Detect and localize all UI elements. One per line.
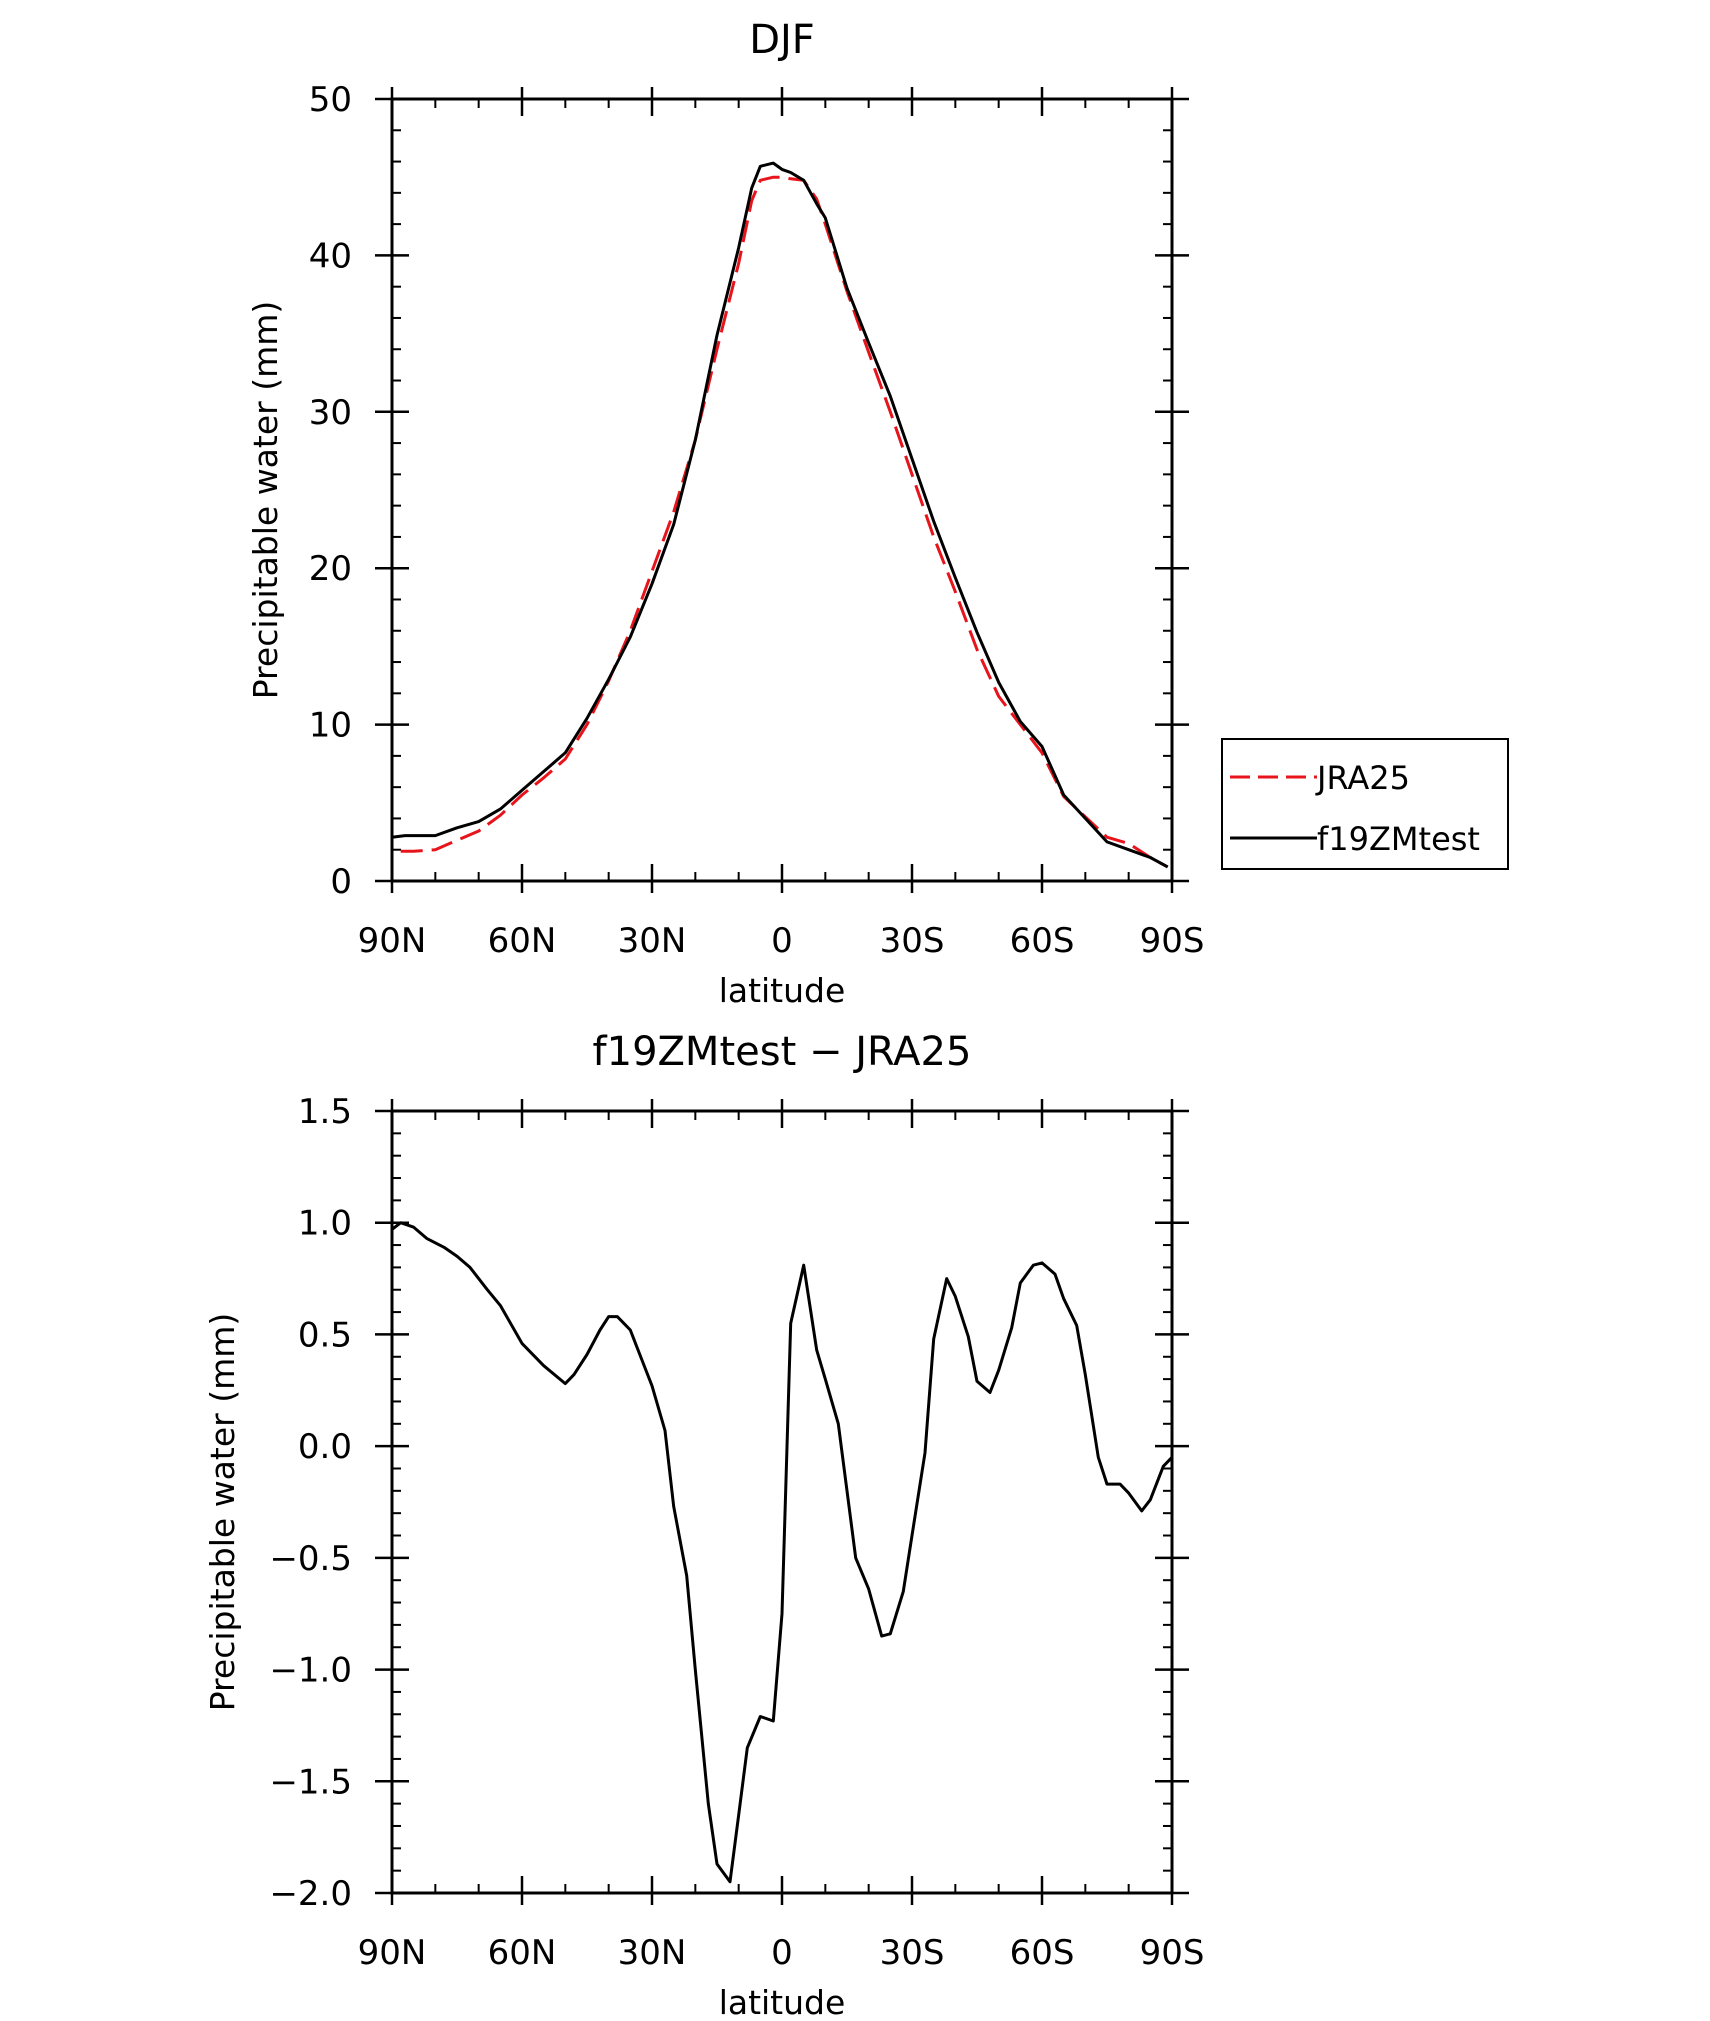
plot-frame — [390, 1109, 1174, 1895]
chart-title: DJF — [749, 17, 815, 63]
x-tick-label: 60N — [488, 1933, 557, 1973]
y-tick-label: 30 — [309, 393, 352, 433]
x-tick-label: 30S — [880, 921, 945, 961]
x-tick-label: 90S — [1140, 921, 1205, 961]
y-tick-label: −1.5 — [269, 1762, 352, 1802]
x-tick-label: 60N — [488, 921, 557, 961]
y-tick-label: 1.0 — [298, 1204, 352, 1244]
y-tick-label: −1.0 — [269, 1651, 352, 1691]
legend-box — [1221, 738, 1509, 870]
plot-frame — [390, 97, 1174, 883]
x-tick-label: 30N — [618, 1933, 687, 1973]
legend: JRA25 f19ZMtest — [1221, 738, 1509, 870]
x-tick-label: 90N — [358, 921, 427, 961]
x-tick-label: 30N — [618, 921, 687, 961]
y-tick-label: 10 — [309, 706, 352, 746]
y-tick-label: 0.0 — [298, 1427, 352, 1467]
y-tick-label: −0.5 — [269, 1539, 352, 1579]
x-tick-label: 90S — [1140, 1933, 1205, 1973]
legend-label: f19ZMtest — [1317, 820, 1480, 858]
series-line-difference — [391, 1221, 1174, 1884]
x-tick-label: 30S — [880, 1933, 945, 1973]
y-axis-label: Precipitable water (mm) — [203, 1313, 242, 1712]
x-tick-label: 90N — [358, 1933, 427, 1973]
y-tick-label: 0 — [330, 862, 352, 902]
series-line-f19zmtest — [391, 161, 1169, 869]
y-tick-label: 20 — [309, 549, 352, 589]
x-tick-label: 0 — [771, 1933, 793, 1973]
y-axis-label: Precipitable water (mm) — [246, 301, 285, 700]
x-tick-label: 60S — [1010, 921, 1075, 961]
x-tick-label: 0 — [771, 921, 793, 961]
chart-title: f19ZMtest − JRA25 — [593, 1029, 972, 1075]
x-tick-label: 60S — [1010, 1933, 1075, 1973]
y-tick-label: 50 — [309, 80, 352, 120]
y-tick-label: 1.5 — [298, 1092, 352, 1132]
chart-2: f19ZMtest − JRA25 90N 60N 30N 0 30S 60S 90S 1.5 1… — [203, 1029, 1204, 2021]
y-tick-label: 40 — [309, 236, 352, 276]
legend-label: JRA25 — [1315, 759, 1410, 797]
x-axis-label: latitude — [719, 971, 846, 1010]
chart-1: DJF 90N 60N 30N 0 30S 60S 90S 0 10 20 30 40 50 latitud… — [246, 17, 1509, 1010]
series-line-jra25 — [400, 175, 1169, 869]
x-axis-label: latitude — [719, 1983, 846, 2021]
y-tick-label: −2.0 — [269, 1874, 352, 1914]
y-tick-label: 0.5 — [298, 1315, 352, 1355]
